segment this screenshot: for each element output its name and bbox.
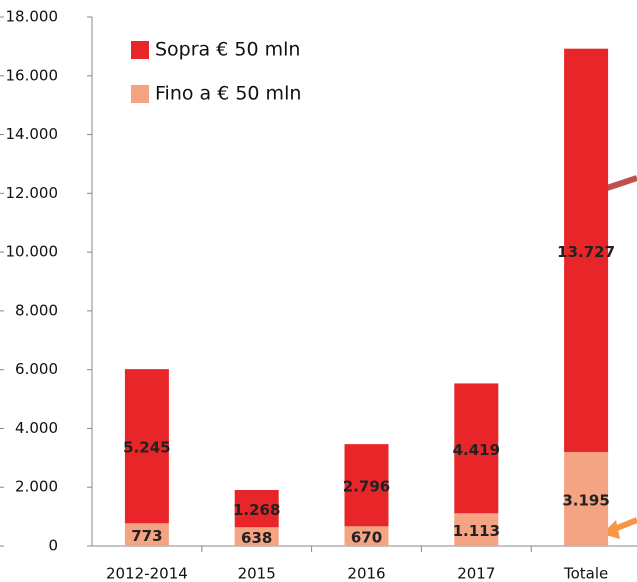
bar-segment xyxy=(344,444,389,527)
y-tick-label: 10.000 xyxy=(6,243,59,261)
bar-segment xyxy=(344,526,389,546)
y-tick-label: 2.000 xyxy=(15,478,58,496)
value-label: 5.245 xyxy=(123,439,170,457)
x-tick-label: Totale xyxy=(563,565,608,582)
y-tick-label: 14.000 xyxy=(6,125,59,143)
bar-segment xyxy=(454,383,499,514)
bar-segment xyxy=(234,489,279,528)
legend-label: Sopra € 50 mln xyxy=(155,39,300,61)
bar-segment xyxy=(564,48,609,453)
y-tick-label: 18.000 xyxy=(6,8,59,26)
value-label: 1.268 xyxy=(233,501,280,519)
y-tick-label: 4.000 xyxy=(15,419,58,437)
legend-label: Fino a € 50 mln xyxy=(155,83,301,105)
value-label: 1.113 xyxy=(453,522,500,540)
x-tick-label: 2017 xyxy=(457,565,495,582)
value-label: 773 xyxy=(131,527,162,545)
x-tick-label: 2016 xyxy=(347,565,385,582)
x-tick-label: 2012-2014 xyxy=(106,565,188,582)
value-label: 13.727 xyxy=(557,243,615,261)
y-tick-label: 12.000 xyxy=(6,184,59,202)
x-tick-label: 2015 xyxy=(238,565,276,582)
value-label: 638 xyxy=(241,529,272,547)
value-label: 2.796 xyxy=(343,478,390,496)
bar-segment xyxy=(124,369,169,524)
y-tick-label: 6.000 xyxy=(15,360,58,378)
value-label: 670 xyxy=(351,529,382,547)
bar-segment xyxy=(234,527,279,546)
bar-segment xyxy=(124,523,169,546)
legend-swatch xyxy=(131,41,149,59)
y-tick-label: 8.000 xyxy=(15,301,58,319)
bar-segment xyxy=(564,452,609,546)
value-label: 4.419 xyxy=(453,441,500,459)
value-label: 3.195 xyxy=(562,492,609,510)
bar-segment xyxy=(454,513,499,546)
y-tick-label: 0 xyxy=(48,537,58,555)
y-tick-label: 16.000 xyxy=(6,66,59,84)
legend-swatch xyxy=(131,85,149,103)
